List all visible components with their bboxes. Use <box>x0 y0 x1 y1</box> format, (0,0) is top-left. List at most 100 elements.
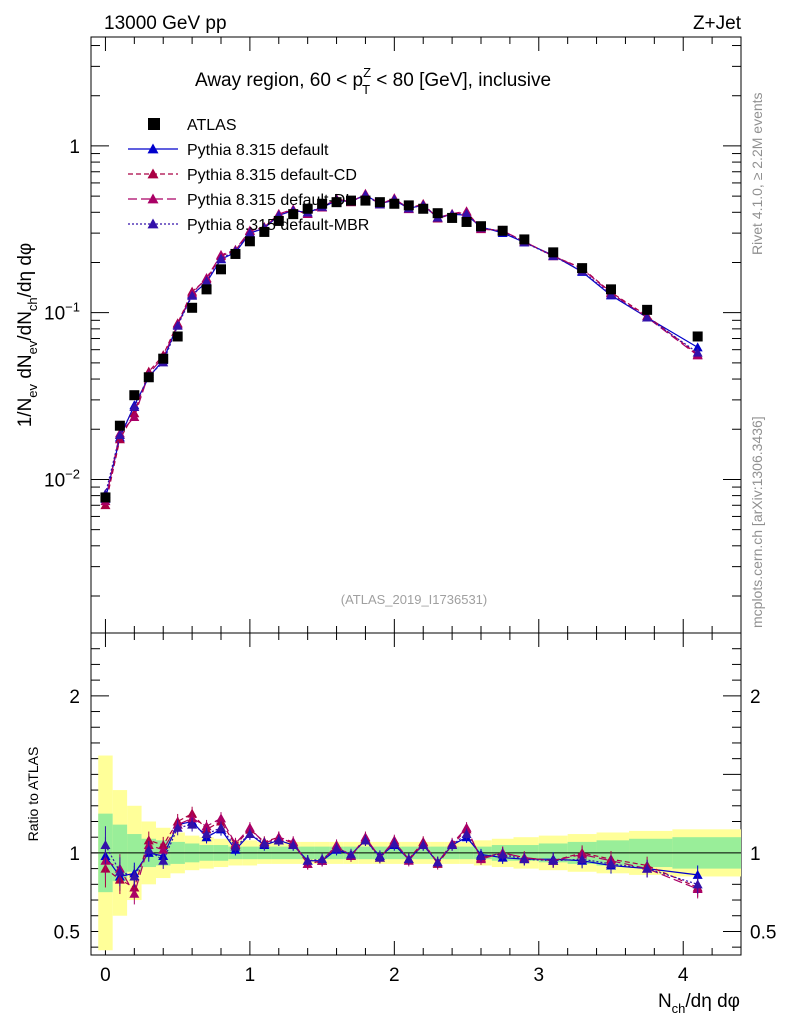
mc-marker <box>642 312 653 322</box>
ratio-y-tick-label-right: 0.5 <box>750 922 776 943</box>
atlas-data-point <box>374 197 385 208</box>
x-tick-label: 2 <box>389 965 400 986</box>
atlas-data-point <box>476 221 486 232</box>
plot-title: Away region, 60 < pTZ < 80 [GeV], inclus… <box>195 65 551 97</box>
atlas-data-point <box>577 263 588 274</box>
mc-ratio-marker <box>201 829 212 839</box>
mc-ratio-marker <box>432 857 443 867</box>
atlas-data-point <box>216 264 226 275</box>
atlas-data-point <box>317 198 328 209</box>
energy-label: 13000 GeV pp <box>104 13 227 34</box>
mc-ratio-marker <box>129 871 140 881</box>
mc-ratio-marker <box>331 843 342 853</box>
mc-line-ratio <box>105 817 698 896</box>
legend-atlas-marker <box>148 118 160 130</box>
atlas-data-point <box>259 226 270 237</box>
legend-label: Pythia 8.315 default-CD <box>187 167 357 184</box>
mc-ratio-marker <box>129 888 140 898</box>
atlas-data-point <box>692 331 703 342</box>
atlas-data-point <box>606 284 616 295</box>
mc-ratio-marker <box>302 855 313 865</box>
atlas-data-point <box>642 304 653 315</box>
mc-marker <box>114 429 125 439</box>
mc-ratio-marker <box>497 849 508 859</box>
atlas-data-point <box>447 212 458 223</box>
legend-triangle-marker <box>147 193 159 204</box>
legend-label: Pythia 8.315 default-MBR <box>187 217 369 234</box>
mc-line-ratio <box>104 820 698 878</box>
legend-entry: Pythia 8.315 default-CD <box>128 167 357 184</box>
ratio-y-axis-label: Ratio to ATLAS <box>25 747 41 842</box>
ratio-y-tick-label-right: 2 <box>750 687 761 708</box>
atlas-data-point <box>143 372 154 383</box>
legend-triangle-marker <box>147 143 159 154</box>
mc-ratio-marker <box>374 852 385 862</box>
ratio-y-tick-label: 1 <box>69 844 80 865</box>
mc-ratio-marker <box>230 841 241 851</box>
legend-triangle-marker <box>147 168 159 179</box>
mc-ratio-marker <box>216 822 226 832</box>
mc-line-top <box>104 194 698 500</box>
mc-ratio-marker <box>461 822 472 832</box>
mc-ratio-marker <box>519 854 530 864</box>
mc-ratio-marker <box>201 821 212 831</box>
mc-ratio-marker <box>143 844 154 854</box>
mc-ratio-marker <box>692 879 703 889</box>
y-tick-label: 1 <box>69 137 80 158</box>
ratio-plot-frame <box>90 632 742 956</box>
atlas-data-point <box>548 247 559 258</box>
x-tick-label: 4 <box>678 965 689 986</box>
atlas-data-point <box>187 302 198 313</box>
legend-entry: Pythia 8.315 default <box>128 142 329 159</box>
atlas-data-point <box>461 216 472 227</box>
atlas-data-point <box>519 234 530 245</box>
mc-ratio-marker <box>273 835 284 845</box>
mc-marker <box>692 347 703 357</box>
legend-label: Pythia 8.315 default-DL <box>187 192 354 209</box>
atlas-data-point <box>129 390 140 401</box>
mc-ratio-marker <box>317 854 328 864</box>
main-y-axis-label: 1/Nev dNev/dNch/dη dφ <box>15 243 40 428</box>
mc-marker <box>244 228 255 238</box>
mc-ratio-marker <box>461 829 472 839</box>
mc-ratio-marker <box>172 822 183 832</box>
mc-ratio-marker <box>216 813 226 823</box>
mc-ratio-marker <box>288 840 299 850</box>
process-label: Z+Jet <box>693 13 742 34</box>
legend-entry: ATLAS <box>148 117 237 134</box>
mc-ratio-marker <box>244 822 255 832</box>
mc-ratio-marker <box>100 840 111 850</box>
mc-ratio-marker <box>476 851 486 861</box>
mc-ratio-marker <box>418 840 429 850</box>
legend-triangle-marker <box>147 218 159 229</box>
legend-label: Pythia 8.315 default <box>187 142 329 159</box>
mc-marker <box>201 276 212 286</box>
mc-marker <box>461 208 472 218</box>
atlas-data-point <box>389 198 400 209</box>
x-tick-label: 3 <box>533 965 544 986</box>
rivet-version-label: Rivet 4.1.0, ≥ 2.2M events <box>749 92 765 255</box>
x-tick-label: 1 <box>245 965 256 986</box>
x-axis-label: Nch/dη dφ <box>658 991 740 1016</box>
mc-line-ratio <box>104 823 698 885</box>
mc-line-top <box>104 192 699 502</box>
mc-marker <box>216 253 226 263</box>
atlas-data-point <box>432 208 443 219</box>
mc-ratio-marker <box>389 838 400 848</box>
mc-ratio-marker <box>244 829 255 839</box>
mc-ratio-marker <box>642 863 653 873</box>
mc-ratio-marker <box>692 869 703 879</box>
data-series <box>100 188 703 905</box>
mc-ratio-marker <box>360 835 371 845</box>
legend: ATLAS Pythia 8.315 default Pythia 8.315 de… <box>128 117 369 234</box>
mc-ratio-marker <box>158 844 169 854</box>
atlas-data-point <box>172 331 183 342</box>
atlas-data-point <box>114 420 125 431</box>
mcplots-label: mcplots.cern.ch [arXiv:1306.3436] <box>749 416 765 628</box>
mc-marker <box>692 342 703 352</box>
mc-marker <box>172 320 183 330</box>
mc-ratio-marker <box>259 838 270 848</box>
y-tick-label: 10−2 <box>44 466 80 491</box>
atlas-data-point <box>346 195 356 206</box>
mc-ratio-marker <box>606 858 616 868</box>
